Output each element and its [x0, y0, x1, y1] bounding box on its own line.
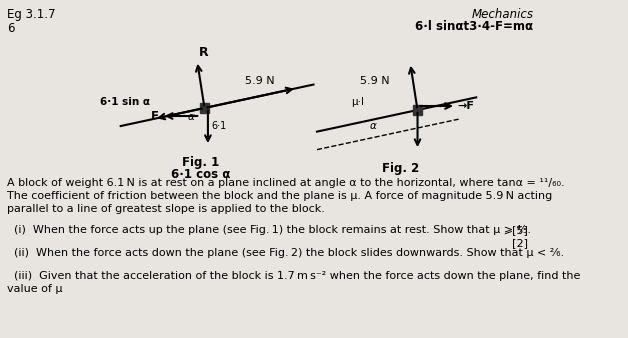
Text: [5]: [5]	[512, 225, 528, 235]
Text: α: α	[370, 121, 377, 131]
Text: R: R	[199, 46, 208, 59]
Text: Fig. 2: Fig. 2	[382, 162, 419, 175]
Text: 5.9 N: 5.9 N	[245, 76, 274, 86]
Polygon shape	[413, 105, 422, 115]
Text: 6·1 cos α: 6·1 cos α	[171, 168, 230, 181]
Text: 6·1 sin α: 6·1 sin α	[100, 97, 150, 107]
Text: A block of weight 6.1 N is at rest on a plane inclined at angle α to the horizon: A block of weight 6.1 N is at rest on a …	[7, 178, 565, 188]
Text: Eg 3.1.7: Eg 3.1.7	[7, 8, 55, 21]
Text: parallel to a line of greatest slope is applied to the block.: parallel to a line of greatest slope is …	[7, 204, 325, 214]
Text: (i)  When the force acts up the plane (see Fig. 1) the block remains at rest. Sh: (i) When the force acts up the plane (se…	[7, 225, 531, 235]
Text: Fig. 1: Fig. 1	[181, 156, 219, 169]
Polygon shape	[200, 103, 208, 113]
Text: 5.9 N: 5.9 N	[360, 76, 390, 86]
Text: F: F	[151, 110, 160, 122]
Text: 6·l sinαt3·4-F=mα: 6·l sinαt3·4-F=mα	[415, 20, 533, 33]
Text: α: α	[187, 112, 194, 122]
Text: μ·l: μ·l	[352, 97, 364, 107]
Text: value of μ: value of μ	[7, 284, 62, 294]
Text: Mechanics: Mechanics	[472, 8, 533, 21]
Text: →F: →F	[458, 101, 475, 111]
Text: (iii)  Given that the acceleration of the block is 1.7 m s⁻² when the force acts: (iii) Given that the acceleration of the…	[7, 271, 580, 281]
Text: (ii)  When the force acts down the plane (see Fig. 2) the block slides downwards: (ii) When the force acts down the plane …	[7, 248, 564, 258]
Text: 6·1: 6·1	[212, 121, 227, 131]
Text: 6: 6	[7, 22, 14, 35]
Text: The coefficient of friction between the block and the plane is μ. A force of mag: The coefficient of friction between the …	[7, 191, 552, 201]
Text: [2]: [2]	[512, 238, 528, 248]
